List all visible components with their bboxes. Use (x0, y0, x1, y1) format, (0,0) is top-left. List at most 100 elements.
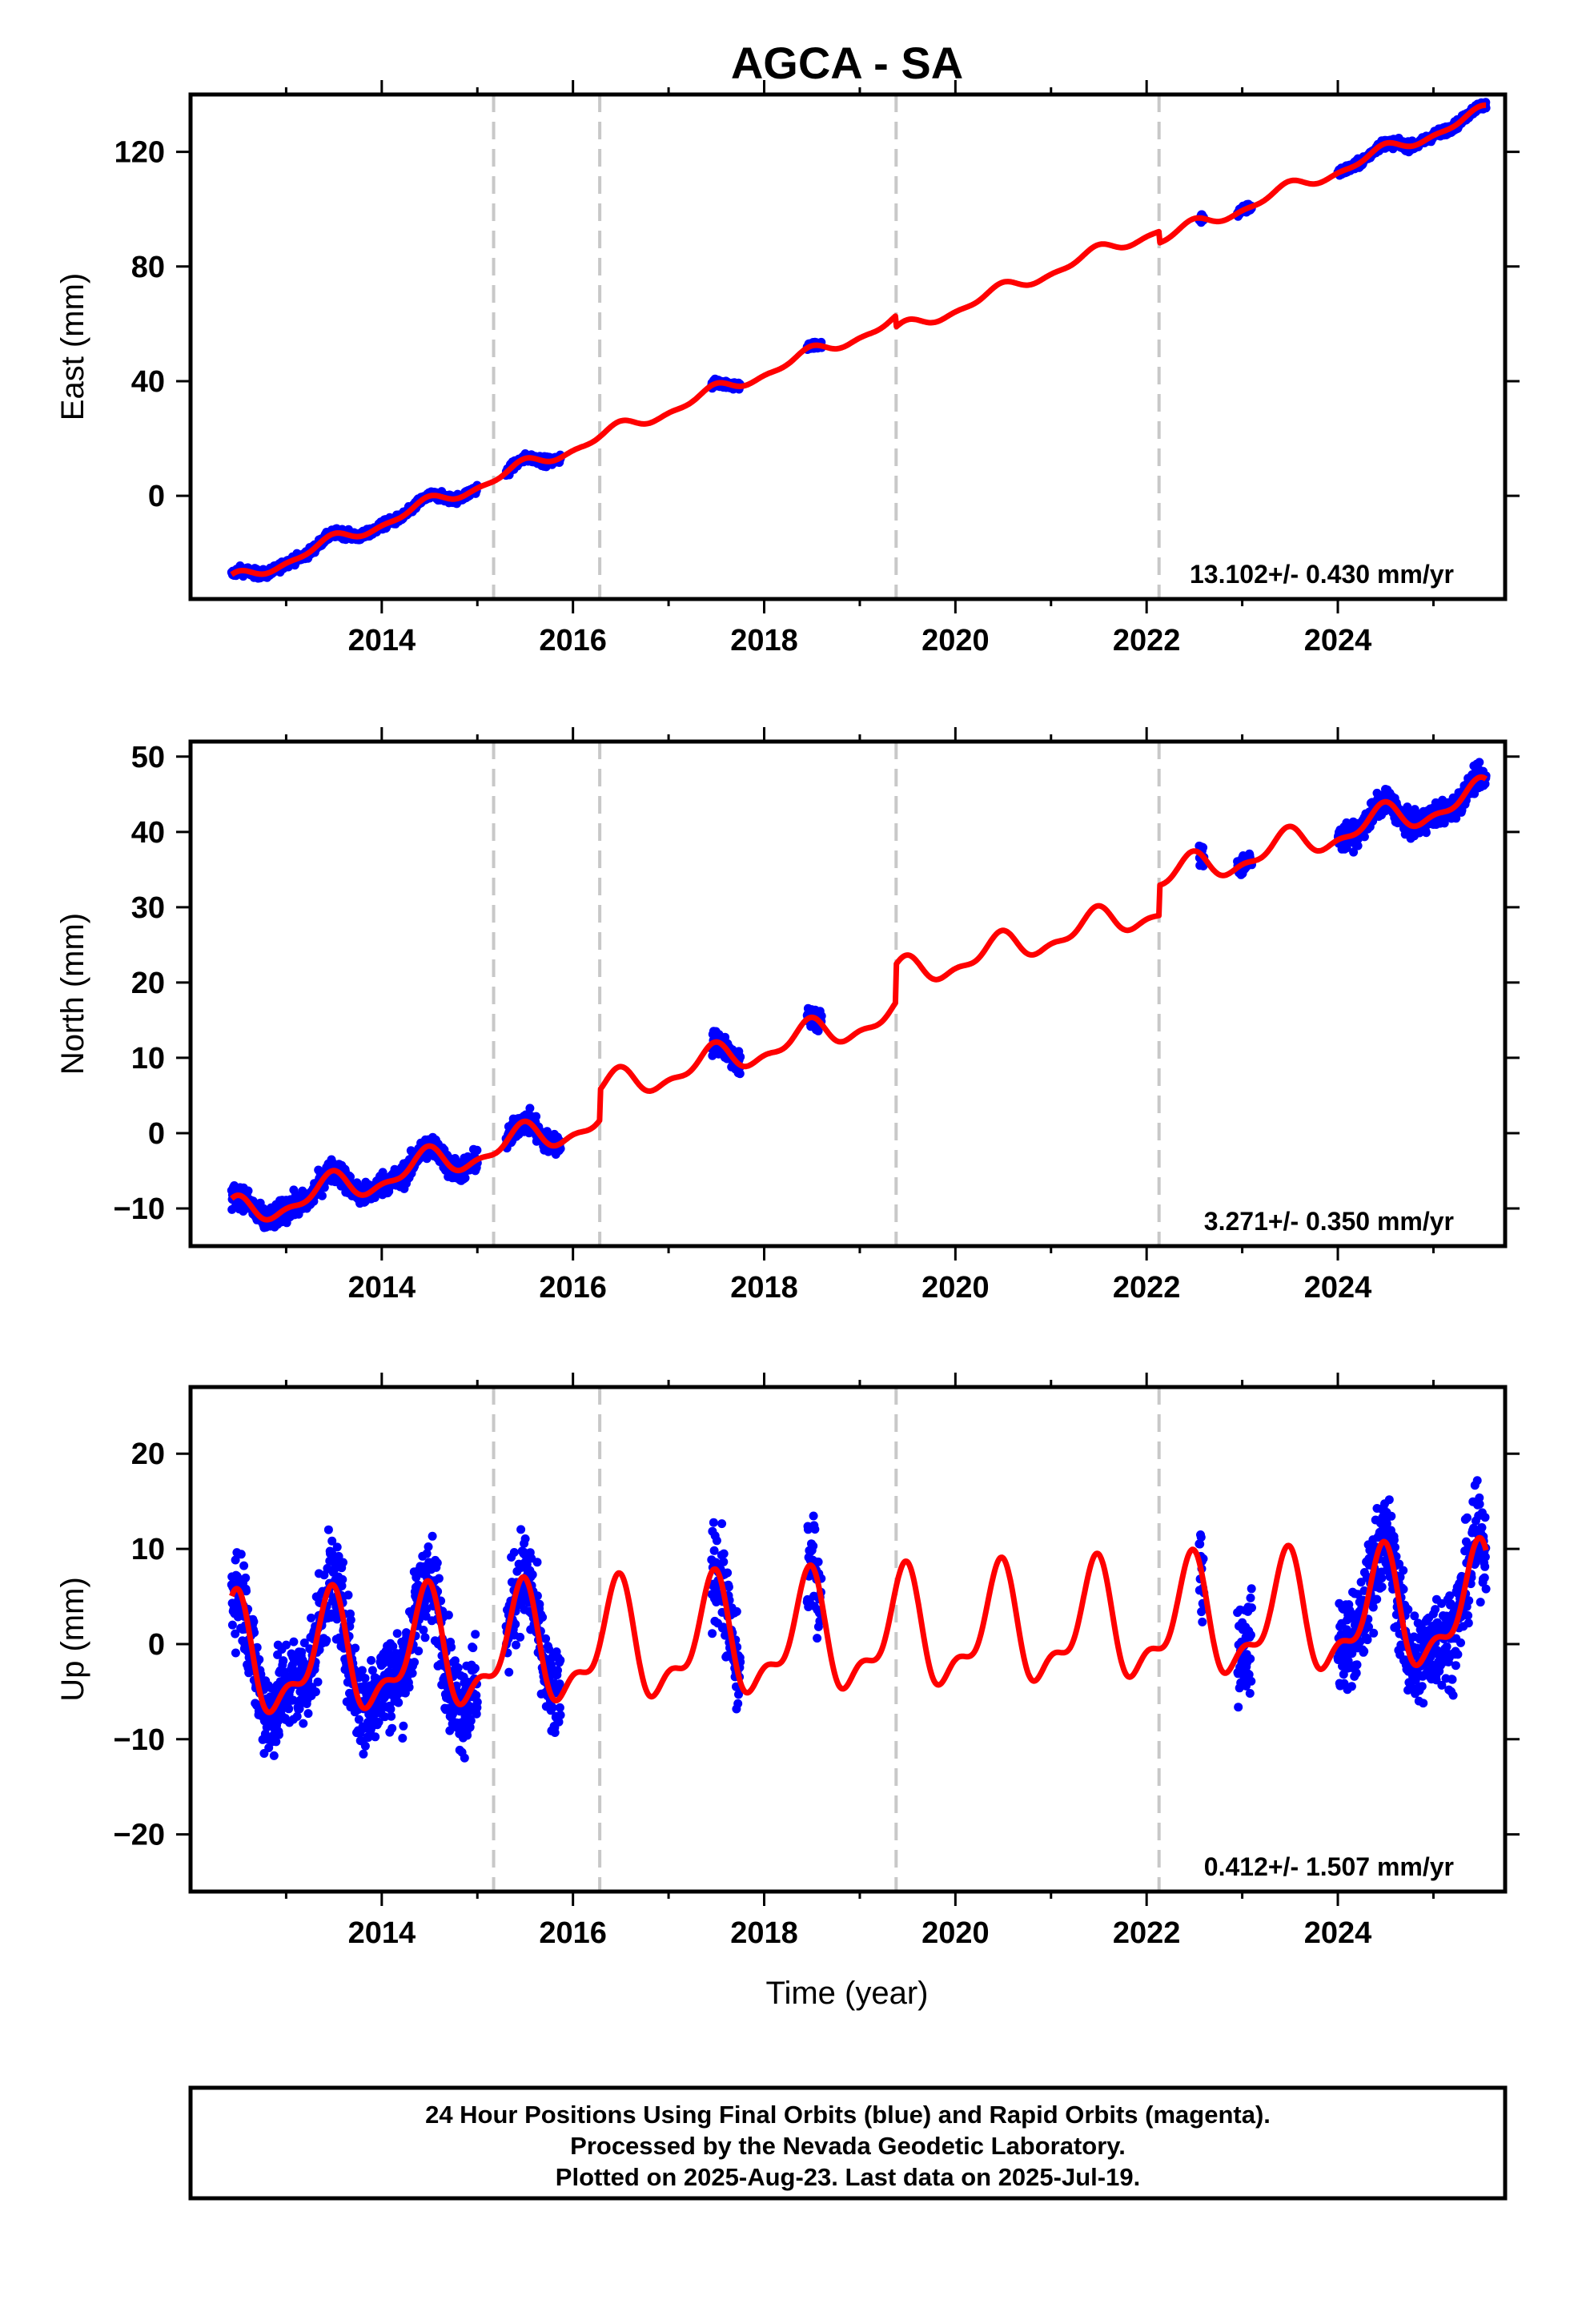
data-point (317, 1191, 327, 1200)
data-point (428, 1531, 437, 1541)
data-point (516, 1525, 526, 1534)
y-tick-label: 40 (131, 365, 165, 399)
data-point (556, 1655, 565, 1665)
data-point (528, 1570, 537, 1579)
data-point (444, 1610, 453, 1620)
data-point (236, 1550, 246, 1559)
y-tick-label: 0 (148, 1117, 165, 1151)
data-point (289, 1637, 299, 1647)
data-point (460, 1753, 469, 1763)
data-point (398, 1734, 408, 1743)
data-point (399, 1721, 408, 1731)
y-tick-label: 50 (131, 741, 165, 774)
y-tick-label: 10 (131, 1042, 165, 1076)
east-model-curve (230, 102, 1488, 577)
data-point (512, 1640, 520, 1650)
north-rate-label: 3.271+/- 0.350 mm/yr (1204, 1207, 1454, 1236)
data-point (313, 1677, 323, 1687)
data-point (509, 1548, 519, 1557)
data-point (357, 1666, 367, 1675)
data-point (243, 1186, 253, 1196)
data-point (284, 1704, 294, 1714)
data-point (520, 1534, 530, 1543)
y-tick-label: 30 (131, 891, 165, 925)
data-point (1363, 1635, 1372, 1645)
data-point (466, 1716, 476, 1726)
data-point (553, 1666, 562, 1675)
data-point (419, 1626, 428, 1634)
data-point (322, 1635, 331, 1645)
data-point (241, 1573, 251, 1582)
chart-title: AGCA - SA (731, 38, 963, 88)
data-point (1247, 1676, 1256, 1686)
data-point (1234, 1703, 1243, 1712)
north-panel: 2014 2016 2018 2020 2022 202450403020100−10No… (55, 727, 1520, 1305)
x-tick-label: 2018 (730, 1271, 798, 1305)
data-point (541, 1634, 551, 1643)
x-tick-label: 2014 (348, 624, 416, 657)
x-tick-label: 2016 (539, 624, 607, 657)
data-point (227, 1620, 237, 1630)
y-tick-label: −10 (114, 1192, 165, 1226)
data-point (1359, 1647, 1369, 1656)
data-point (274, 1730, 283, 1739)
data-point (1246, 1593, 1255, 1602)
data-point (463, 1731, 472, 1740)
east-axis-label: East (mm) (55, 273, 90, 420)
data-point (708, 1629, 717, 1638)
data-point (719, 1557, 729, 1566)
data-point (1196, 1533, 1206, 1542)
data-point (1246, 1630, 1255, 1640)
data-point (516, 1632, 525, 1642)
x-tick-label: 2022 (1113, 1271, 1181, 1305)
x-tick-label: 2024 (1304, 624, 1372, 657)
data-point (360, 1674, 370, 1683)
y-tick-label: 40 (131, 816, 165, 850)
data-point (733, 1699, 743, 1708)
data-point (717, 1519, 727, 1529)
data-point (339, 1558, 347, 1567)
east-rate-label: 13.102+/- 0.430 mm/yr (1190, 560, 1454, 589)
data-point (504, 1667, 514, 1677)
data-point (392, 1629, 402, 1638)
data-point (387, 1723, 397, 1733)
y-tick-label: 0 (148, 480, 165, 513)
y-tick-label: 20 (131, 967, 165, 1000)
x-tick-label: 2024 (1304, 1271, 1372, 1305)
data-point (1198, 1617, 1207, 1626)
data-point (394, 1698, 404, 1707)
data-point (471, 1630, 480, 1639)
data-point (311, 1687, 320, 1697)
data-point (468, 1643, 478, 1653)
data-point (282, 1640, 291, 1650)
north-model-curve (230, 774, 1488, 1223)
data-point (1359, 832, 1369, 842)
data-point (420, 1633, 430, 1642)
data-point (453, 1663, 463, 1673)
x-tick-label: 2016 (539, 1271, 607, 1305)
data-point (532, 1112, 541, 1121)
data-point (387, 1711, 396, 1721)
north-axis-label: North (mm) (55, 913, 90, 1075)
data-point (1475, 758, 1484, 767)
data-point (295, 1704, 304, 1714)
data-point (434, 1574, 444, 1583)
x-tick-label: 2022 (1113, 624, 1181, 657)
data-point (525, 1104, 535, 1113)
x-tick-label: 2014 (348, 1271, 416, 1305)
data-point (550, 1728, 560, 1737)
north-frame (188, 739, 1508, 1248)
data-point (1352, 1660, 1362, 1670)
y-tick-label: 80 (131, 251, 165, 284)
data-point (351, 1643, 360, 1653)
data-point (723, 1568, 733, 1578)
data-point (424, 1542, 433, 1551)
data-point (538, 1613, 548, 1622)
data-point (809, 1542, 818, 1550)
data-point (709, 1546, 719, 1555)
data-point (367, 1655, 376, 1665)
data-point (239, 1561, 249, 1570)
data-point (555, 1679, 564, 1689)
